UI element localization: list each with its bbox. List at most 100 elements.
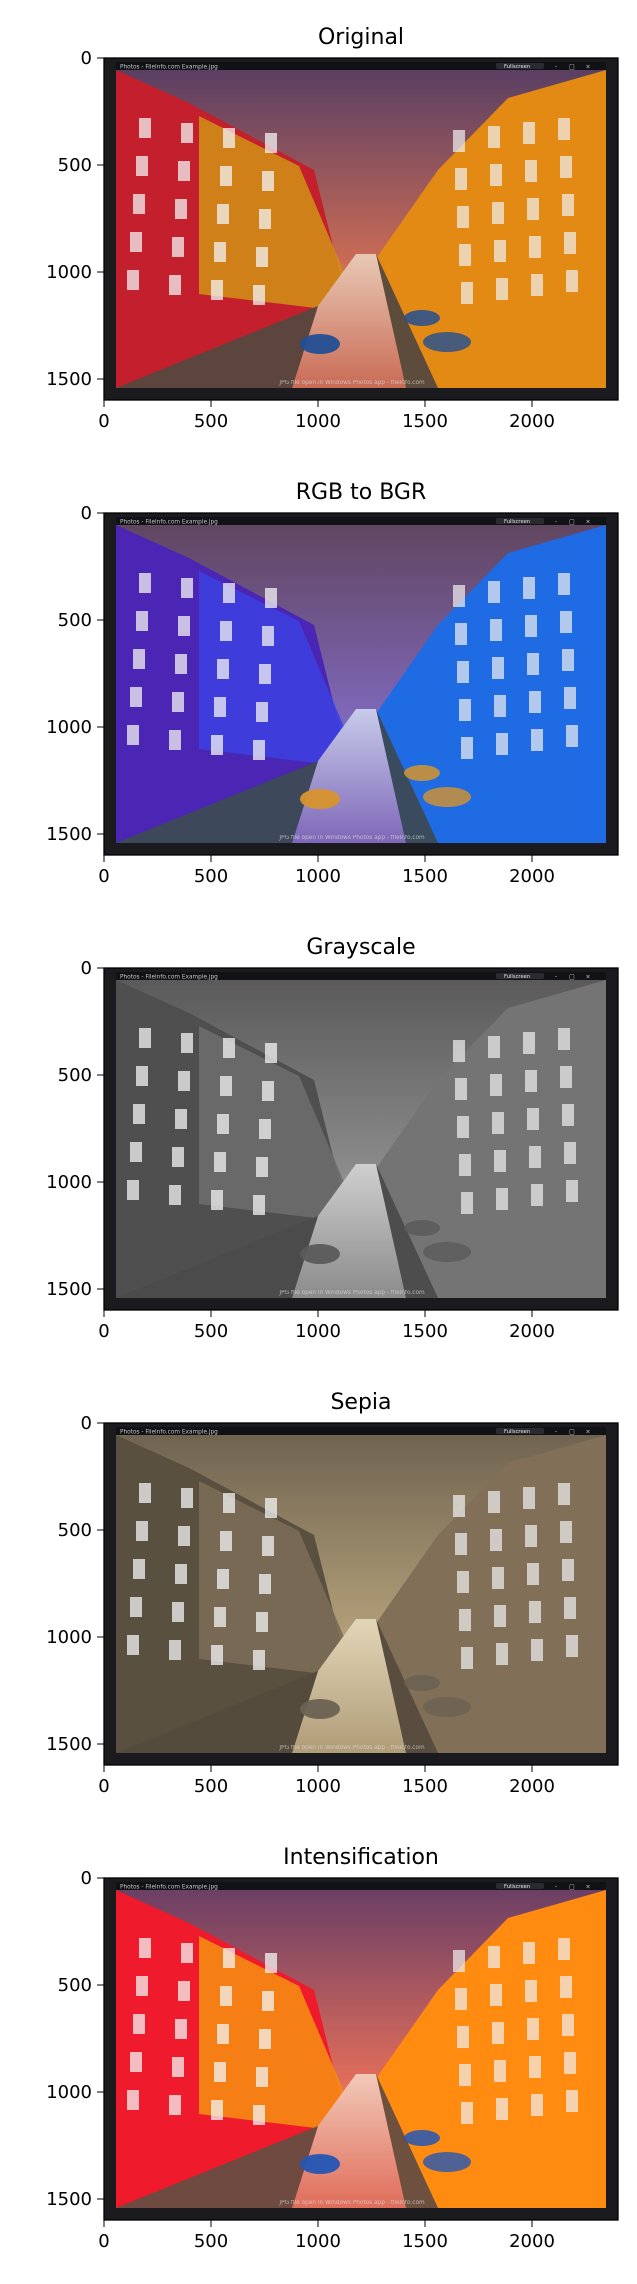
minimize-icon[interactable]: -	[555, 519, 557, 526]
fullscreen-label: Fullscreen	[504, 974, 530, 980]
window-title: Photos - Filelnfo.com Example.jpg	[120, 1430, 218, 1436]
y-tick-label: 1000	[46, 262, 92, 283]
fullscreen-button[interactable]	[496, 518, 544, 524]
y-tick-label: 1500	[46, 824, 92, 845]
image-border	[103, 967, 619, 1311]
y-tick-label: 1000	[46, 2082, 92, 2103]
window-title: Photos - Filelnfo.com Example.jpg	[120, 1885, 218, 1891]
close-icon[interactable]: ×	[585, 1429, 590, 1436]
footer-text: JPG file open in Windows Photos app - fi…	[278, 1745, 425, 1751]
panel-1: RGB to BGR Photos - Filelnfo.com Example.…	[46, 480, 619, 887]
x-tick-label: 0	[98, 1776, 109, 1797]
y-tick-label: 1500	[46, 2189, 92, 2210]
image-content: Photos - Filelnfo.com Example.jpg Fullscr…	[104, 513, 618, 855]
close-icon[interactable]: ×	[585, 519, 590, 526]
y-tick-label: 1500	[46, 369, 92, 390]
image-border	[103, 1422, 619, 1766]
fullscreen-button[interactable]	[496, 63, 544, 69]
x-tick-label: 1500	[402, 411, 448, 432]
image-content: Photos - Filelnfo.com Example.jpg Fullscr…	[104, 968, 618, 1310]
x-tick-label: 1000	[295, 411, 341, 432]
close-icon[interactable]: ×	[585, 974, 590, 981]
y-tick-label: 0	[81, 1413, 92, 1434]
y-tick-label: 500	[58, 1065, 92, 1086]
panel-title: RGB to BGR	[296, 480, 427, 505]
x-tick-label: 500	[194, 411, 228, 432]
y-tick-label: 500	[58, 610, 92, 631]
fullscreen-button[interactable]	[496, 1428, 544, 1434]
fullscreen-label: Fullscreen	[504, 1884, 530, 1890]
maximize-icon[interactable]: □	[569, 519, 575, 526]
fullscreen-label: Fullscreen	[504, 1429, 530, 1435]
footer-text: JPG file open in Windows Photos app - fi…	[278, 1290, 425, 1296]
x-tick-label: 500	[194, 866, 228, 887]
close-icon[interactable]: ×	[585, 64, 590, 71]
fullscreen-label: Fullscreen	[504, 64, 530, 70]
fullscreen-button[interactable]	[496, 1883, 544, 1889]
minimize-icon[interactable]: -	[555, 64, 557, 71]
maximize-icon[interactable]: □	[569, 974, 575, 981]
panel-title: Grayscale	[306, 935, 415, 960]
panel-4: Intensification Photos - Filelnfo.com Exa…	[46, 1845, 619, 2252]
x-tick-label: 2000	[509, 866, 555, 887]
x-tick-label: 2000	[509, 2231, 555, 2252]
x-tick-label: 0	[98, 866, 109, 887]
minimize-icon[interactable]: -	[555, 1884, 557, 1891]
minimize-icon[interactable]: -	[555, 974, 557, 981]
fullscreen-label: Fullscreen	[504, 519, 530, 525]
x-tick-label: 1500	[402, 866, 448, 887]
close-icon[interactable]: ×	[585, 1884, 590, 1891]
y-tick-label: 500	[58, 1975, 92, 1996]
image-border	[103, 512, 619, 856]
y-tick-label: 1000	[46, 717, 92, 738]
image-content: Photos - Filelnfo.com Example.jpg Fullscr…	[104, 58, 618, 400]
y-tick-label: 0	[81, 48, 92, 69]
y-tick-label: 0	[81, 958, 92, 979]
x-tick-label: 500	[194, 1776, 228, 1797]
x-tick-label: 0	[98, 1321, 109, 1342]
image-border	[103, 57, 619, 401]
x-tick-label: 1500	[402, 1321, 448, 1342]
x-tick-label: 2000	[509, 411, 555, 432]
x-tick-label: 1000	[295, 2231, 341, 2252]
image-border	[103, 1877, 619, 2221]
window-title: Photos - Filelnfo.com Example.jpg	[120, 65, 218, 71]
y-tick-label: 500	[58, 1520, 92, 1541]
x-tick-label: 1500	[402, 2231, 448, 2252]
x-tick-label: 0	[98, 411, 109, 432]
y-tick-label: 1000	[46, 1172, 92, 1193]
y-tick-label: 0	[81, 503, 92, 524]
panel-3: Sepia Photos - Filelnfo.com Example.jpg Fu…	[46, 1390, 619, 1797]
x-tick-label: 1500	[402, 1776, 448, 1797]
panel-title: Original	[318, 25, 404, 50]
x-tick-label: 500	[194, 1321, 228, 1342]
minimize-icon[interactable]: -	[555, 1429, 557, 1436]
y-tick-label: 1000	[46, 1627, 92, 1648]
panel-0: Original Photos - Filelnfo.com Example.jp…	[46, 25, 619, 432]
image-content: Photos - Filelnfo.com Example.jpg Fullscr…	[104, 1878, 618, 2220]
x-tick-label: 1000	[295, 1776, 341, 1797]
image-content: Photos - Filelnfo.com Example.jpg Fullscr…	[104, 1423, 618, 1765]
maximize-icon[interactable]: □	[569, 1884, 575, 1891]
x-tick-label: 1000	[295, 1321, 341, 1342]
panel-title: Sepia	[330, 1390, 391, 1415]
maximize-icon[interactable]: □	[569, 1429, 575, 1436]
x-tick-label: 2000	[509, 1321, 555, 1342]
x-tick-label: 2000	[509, 1776, 555, 1797]
x-tick-label: 1000	[295, 866, 341, 887]
x-tick-label: 0	[98, 2231, 109, 2252]
panel-title: Intensification	[283, 1845, 439, 1870]
y-tick-label: 500	[58, 155, 92, 176]
y-tick-label: 1500	[46, 1734, 92, 1755]
fullscreen-button[interactable]	[496, 973, 544, 979]
footer-text: JPG file open in Windows Photos app - fi…	[278, 2200, 425, 2206]
window-title: Photos - Filelnfo.com Example.jpg	[120, 975, 218, 981]
footer-text: JPG file open in Windows Photos app - fi…	[278, 380, 425, 386]
footer-text: JPG file open in Windows Photos app - fi…	[278, 835, 425, 841]
panel-2: Grayscale Photos - Filelnfo.com Example.j…	[46, 935, 619, 1342]
x-tick-label: 500	[194, 2231, 228, 2252]
window-title: Photos - Filelnfo.com Example.jpg	[120, 520, 218, 526]
maximize-icon[interactable]: □	[569, 64, 575, 71]
y-tick-label: 0	[81, 1868, 92, 1889]
